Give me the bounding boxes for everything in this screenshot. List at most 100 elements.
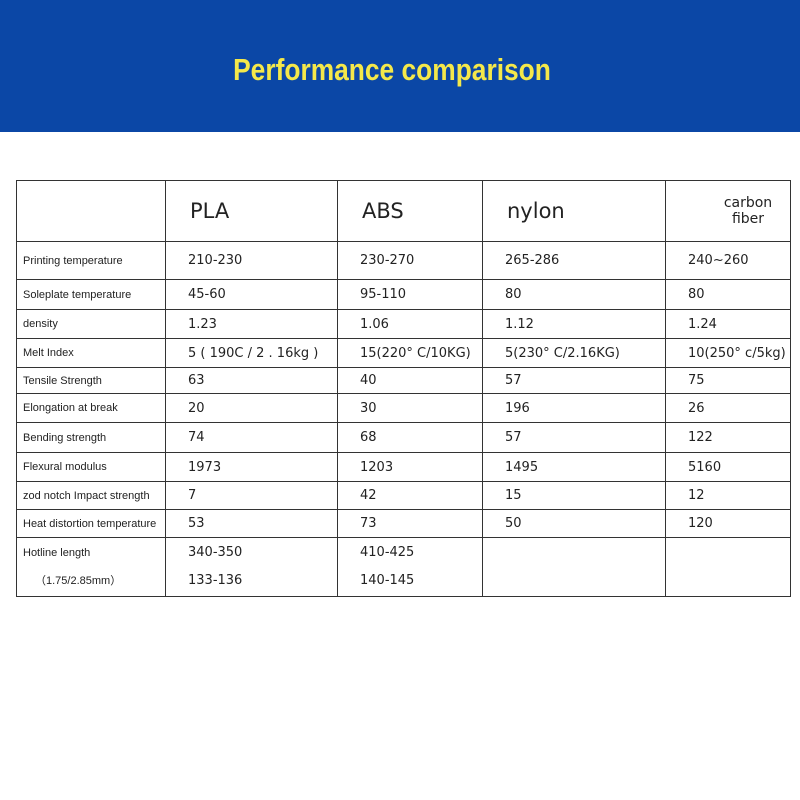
table-row: Flexural modulus 1973 1203 1495 5160 bbox=[16, 452, 791, 482]
row-label-text: Printing temperature bbox=[23, 254, 123, 267]
corner-cell bbox=[16, 180, 166, 242]
cell-text: 50 bbox=[505, 516, 522, 531]
cell-text: 10(250° c/5kg) bbox=[688, 345, 786, 361]
cell-text: 340-350 bbox=[188, 545, 243, 560]
cell-text: 5160 bbox=[688, 459, 722, 475]
cell: 50 bbox=[482, 509, 666, 538]
cell-text: 15 bbox=[505, 488, 522, 503]
cell: 5(230° C/2.16KG) bbox=[482, 338, 666, 368]
cell-text: 80 bbox=[688, 287, 705, 302]
table-row: zod notch Impact strength 7 42 15 12 bbox=[16, 481, 791, 510]
row-label-text: Heat distortion temperature bbox=[23, 517, 157, 530]
cell bbox=[665, 537, 791, 597]
column-header: nylon bbox=[482, 180, 666, 242]
cell-text: 1973 bbox=[188, 459, 222, 475]
cell-text: 57 bbox=[505, 373, 522, 388]
row-label-text: Bending strength bbox=[23, 431, 107, 444]
table-row: Soleplate temperature 45-60 95-110 80 80 bbox=[16, 279, 791, 310]
row-label-text: Elongation at break bbox=[23, 402, 118, 414]
cell: 15(220° C/10KG) bbox=[337, 338, 483, 368]
cell: 57 bbox=[482, 367, 666, 394]
cell: 265-286 bbox=[482, 241, 666, 280]
cell-text: 95-110 bbox=[360, 287, 407, 302]
cell: 230-270 bbox=[337, 241, 483, 280]
cell-text: 140-145 bbox=[360, 573, 415, 588]
cell: 1.06 bbox=[337, 309, 483, 339]
row-label: Bending strength bbox=[16, 422, 166, 453]
cell-text: 73 bbox=[360, 516, 377, 531]
cell-text: 230-270 bbox=[360, 253, 415, 268]
cell-text: 5(230° C/2.16KG) bbox=[505, 345, 620, 361]
cell: 1.24 bbox=[665, 309, 791, 339]
cell: 1973 bbox=[165, 452, 338, 482]
cell-text: 1.06 bbox=[360, 316, 389, 332]
cell: 42 bbox=[337, 481, 483, 510]
cell-text: 26 bbox=[688, 400, 705, 416]
cell-text: 15(220° C/10KG) bbox=[360, 345, 471, 361]
cell: 95-110 bbox=[337, 279, 483, 310]
column-header: carbon fiber bbox=[665, 180, 791, 242]
table-row: Tensile Strength 63 40 57 75 bbox=[16, 367, 791, 394]
cell-text: 53 bbox=[188, 516, 205, 531]
cell: 7 bbox=[165, 481, 338, 510]
row-label-text: zod notch Impact strength bbox=[23, 489, 150, 502]
cell: 74 bbox=[165, 422, 338, 453]
cell-text: 42 bbox=[360, 488, 377, 503]
row-label: Printing temperature bbox=[16, 241, 166, 280]
cell-text: 40 bbox=[360, 373, 377, 388]
cell-text: 120 bbox=[688, 516, 713, 531]
row-label-text: Hotline length bbox=[23, 547, 91, 559]
cell bbox=[482, 537, 666, 597]
table-row: Elongation at break 20 30 196 26 bbox=[16, 393, 791, 423]
row-label-text: （1.75/2.85mm） bbox=[35, 575, 122, 587]
cell: 210-230 bbox=[165, 241, 338, 280]
row-label: Heat distortion temperature bbox=[16, 509, 166, 538]
cell-text: 5 ( 190C / 2 . 16kg ) bbox=[188, 345, 319, 361]
cell-text: 1203 bbox=[360, 459, 394, 475]
cell-text: 80 bbox=[505, 287, 522, 302]
row-label: Soleplate temperature bbox=[16, 279, 166, 310]
cell: 120 bbox=[665, 509, 791, 538]
cell-text: 1.12 bbox=[505, 316, 534, 332]
cell-text: 1495 bbox=[505, 459, 539, 475]
cell: 26 bbox=[665, 393, 791, 423]
cell-text: 210-230 bbox=[188, 253, 243, 268]
cell-text: 30 bbox=[360, 400, 377, 416]
row-label: Hotline length （1.75/2.85mm） bbox=[16, 537, 166, 597]
cell: 1495 bbox=[482, 452, 666, 482]
table-row: Bending strength 74 68 57 122 bbox=[16, 422, 791, 453]
cell-text: 12 bbox=[688, 488, 705, 503]
header-row: PLA ABS nylon carbon fiber bbox=[16, 180, 791, 242]
cell-text: 133-136 bbox=[188, 573, 243, 588]
cell-text: 63 bbox=[188, 373, 205, 388]
row-label-text: Melt Index bbox=[23, 347, 74, 359]
cell: 240~260 bbox=[665, 241, 791, 280]
cell-text: 1.24 bbox=[688, 316, 717, 332]
cell-text: 240~260 bbox=[688, 253, 749, 268]
row-label: density bbox=[16, 309, 166, 339]
row-label-text: Soleplate temperature bbox=[23, 288, 132, 301]
row-label: Flexural modulus bbox=[16, 452, 166, 482]
cell: 20 bbox=[165, 393, 338, 423]
cell-text: 74 bbox=[188, 430, 205, 445]
cell: 40 bbox=[337, 367, 483, 394]
row-label: Elongation at break bbox=[16, 393, 166, 423]
cell: 5160 bbox=[665, 452, 791, 482]
row-label: zod notch Impact strength bbox=[16, 481, 166, 510]
row-label: Tensile Strength bbox=[16, 367, 166, 394]
cell: 75 bbox=[665, 367, 791, 394]
row-label-text: Tensile Strength bbox=[23, 374, 102, 387]
cell: 196 bbox=[482, 393, 666, 423]
cell: 1203 bbox=[337, 452, 483, 482]
cell-text: 75 bbox=[688, 373, 705, 388]
comparison-table: PLA ABS nylon carbon fiber Printing temperat… bbox=[16, 180, 791, 597]
cell: 73 bbox=[337, 509, 483, 538]
column-header: ABS bbox=[337, 180, 483, 242]
cell: 63 bbox=[165, 367, 338, 394]
table-row: Hotline length （1.75/2.85mm） 340-350 133-13… bbox=[16, 537, 791, 597]
cell: 57 bbox=[482, 422, 666, 453]
cell: 30 bbox=[337, 393, 483, 423]
cell: 122 bbox=[665, 422, 791, 453]
cell: 10(250° c/5kg) bbox=[665, 338, 791, 368]
